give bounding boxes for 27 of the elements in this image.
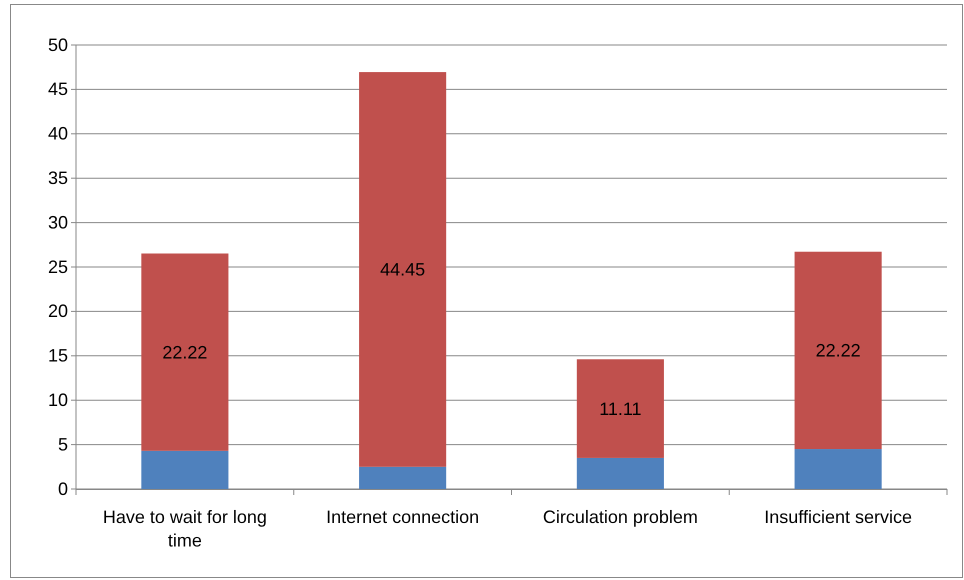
y-tick-label: 45 — [48, 79, 68, 100]
x-tick-label: Have to wait for long time — [102, 507, 267, 550]
y-tick-label: 5 — [58, 434, 68, 454]
bar — [794, 449, 882, 489]
y-tick-label: 40 — [48, 124, 68, 144]
x-tick-label: Circulation problem — [542, 507, 698, 527]
y-tick-label: 15 — [48, 346, 68, 366]
data-label: 22.22 — [162, 342, 208, 362]
data-label: 22.22 — [816, 340, 861, 361]
y-tick-label: 25 — [48, 256, 68, 277]
data-label: 11.11 — [599, 398, 642, 419]
y-tick-label: 0 — [58, 478, 68, 499]
y-tick-label: 10 — [48, 390, 68, 410]
bar — [359, 72, 446, 467]
bar — [141, 254, 228, 451]
bar — [359, 466, 446, 489]
x-tick-label: Internet connection — [326, 507, 480, 527]
y-tick-label: 30 — [48, 212, 68, 232]
y-tick-label: 35 — [48, 168, 68, 188]
bar — [141, 450, 228, 489]
bar — [576, 359, 664, 458]
data-label: 44.45 — [380, 260, 426, 280]
y-tick-label: 20 — [48, 301, 68, 322]
x-tick-label: Insufficient service — [764, 507, 912, 527]
bar — [794, 252, 882, 450]
bar — [576, 458, 664, 489]
y-tick-label: 50 — [48, 34, 68, 55]
